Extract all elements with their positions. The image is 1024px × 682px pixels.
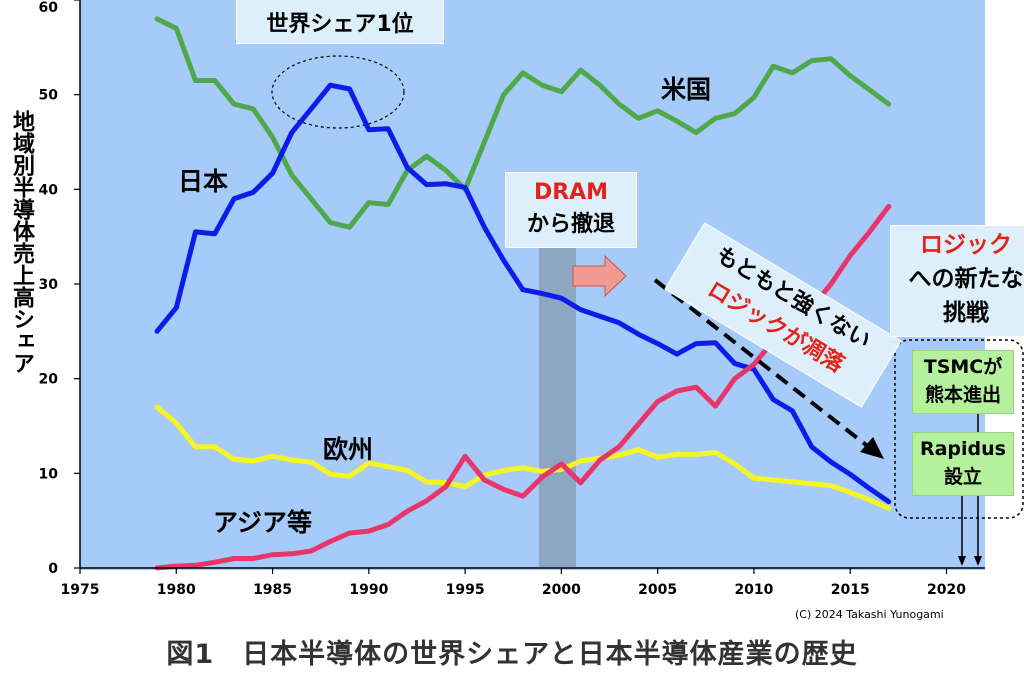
right-arrow-icon [572, 254, 627, 298]
series-line-1 [154, 82, 892, 505]
y-tick-label: 0 [48, 561, 58, 577]
series-line-2 [154, 404, 892, 511]
trend-arrowhead-icon [860, 437, 884, 459]
tsmc-line2: 熊本進出 [924, 384, 1001, 406]
top-share-box: 世界シェア1位 [236, 0, 444, 44]
peak-ellipse [271, 55, 405, 129]
dram-exit-box: DRAM から撤退 [505, 172, 637, 248]
series-label-us: 米国 [661, 75, 712, 104]
x-tick-label: 1980 [157, 582, 196, 598]
x-tick-label: 2015 [831, 582, 870, 598]
dram-line1: DRAM [533, 180, 609, 205]
rapidus-arrowhead-icon [974, 556, 982, 566]
rapidus-box: Rapidus 設立 [912, 432, 1014, 496]
x-tick-label: 1985 [253, 582, 292, 598]
dashed-trend-arrow [653, 278, 872, 450]
logic-line3: 挑戦 [943, 300, 989, 326]
dram-exit-band [539, 240, 576, 567]
y-axis-label: 地域別半導体売上高シェア [9, 110, 34, 374]
y-tick-label: 10 [39, 466, 59, 482]
rapidus-line1: Rapidus [919, 438, 1006, 460]
x-tick-label: 2005 [638, 582, 677, 598]
x-tick-label: 1990 [349, 582, 388, 598]
y-tick-label: 30 [39, 277, 59, 293]
x-tick-label: 2010 [734, 582, 773, 598]
y-tick-label: 20 [39, 372, 59, 388]
logic-line2: への新たな [908, 266, 1024, 292]
tsmc-line1: TSMCが [923, 356, 1003, 378]
logic-line1: ロジック [920, 232, 1012, 258]
dram-line2: から撤退 [526, 212, 615, 237]
y-tick-label: 50 [39, 88, 59, 104]
y-tick-label: 60 [39, 0, 59, 16]
x-tick-label: 2000 [542, 582, 581, 598]
x-tick-label: 2020 [927, 582, 966, 598]
rapidus-line2: 設立 [943, 466, 982, 488]
tsmc-arrowhead-icon [958, 556, 966, 566]
x-tick-label: 1995 [446, 582, 485, 598]
y-tick-label: 40 [39, 182, 59, 198]
series-label-japan: 日本 [178, 167, 229, 196]
logic-challenge-box: ロジック への新たな 挑戦 [890, 225, 1024, 337]
series-label-europe: 欧州 [323, 435, 374, 464]
plot-area [80, 0, 985, 570]
x-tick-label: 1975 [61, 582, 100, 598]
figure-caption: 図1 日本半導体の世界シェアと日本半導体産業の歴史 [166, 639, 858, 670]
credit: (C) 2024 Takashi Yunogami [795, 608, 944, 621]
future-plans-frame [894, 339, 1024, 519]
series-label-asia: アジア等 [213, 508, 313, 537]
series-line-0 [154, 16, 892, 230]
tsmc-box: TSMCが 熊本進出 [912, 350, 1014, 414]
